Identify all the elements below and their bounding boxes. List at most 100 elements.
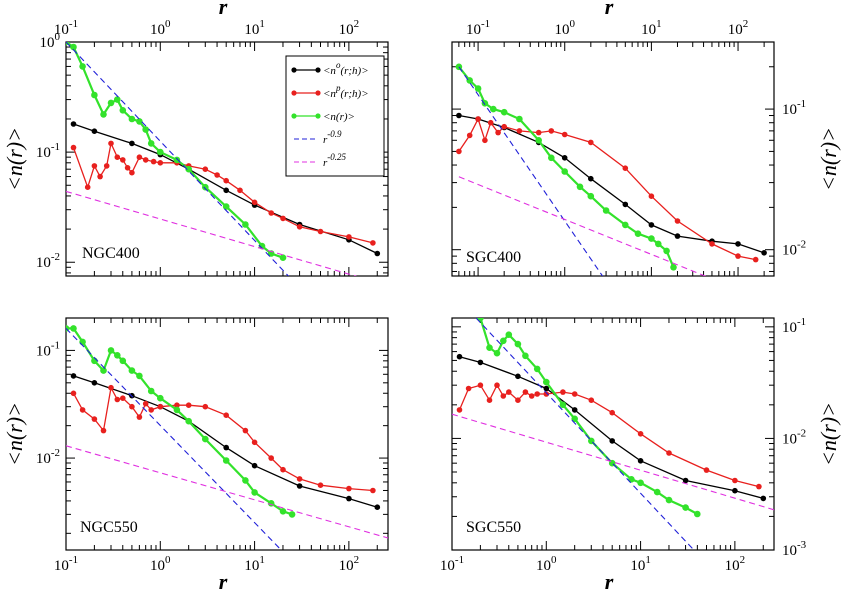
- y-axis-title: <n(r)>: [816, 127, 841, 191]
- series-n-p-point: [202, 403, 209, 410]
- x-tick-label: 101: [630, 554, 651, 574]
- series-n-p-point: [129, 403, 135, 410]
- series-n-p-point: [268, 210, 275, 216]
- series-n-p-point: [142, 157, 149, 163]
- series-n-o-point: [761, 250, 767, 256]
- series-n-r-point: [516, 115, 523, 123]
- legend: <no(r;h)> <np(r;h)> <n(r)> r-0.9 r-0.25: [285, 55, 385, 177]
- series-n-p-point: [466, 132, 473, 139]
- series-n-p-point: [214, 172, 220, 178]
- y-tick-label: 10-3: [782, 539, 807, 559]
- y-tick-label: 10-2: [782, 239, 806, 259]
- series-n-r-point: [486, 344, 493, 352]
- series-n-r-point: [682, 504, 689, 511]
- series-n-p-point: [609, 409, 615, 416]
- series-n-p-point: [501, 123, 508, 130]
- series-n-r-point: [157, 148, 164, 156]
- x-tick-label: 10-1: [440, 554, 464, 574]
- series-n-o-point: [251, 462, 258, 469]
- series-n-r-point: [514, 340, 522, 348]
- series-n-p-point: [709, 241, 715, 247]
- series-n-p-point: [346, 485, 352, 492]
- series-n-o-point: [477, 359, 484, 366]
- series-n-p-point: [534, 391, 540, 397]
- series-n-p-point: [280, 466, 286, 473]
- series-n-r-point: [128, 115, 136, 123]
- series-n-p-point: [136, 154, 143, 160]
- series-n-r-point: [587, 192, 595, 200]
- legend-marker: [291, 67, 297, 73]
- series-n-p-point: [148, 407, 154, 413]
- series-n-r-point: [147, 140, 155, 147]
- series-n-p-point: [648, 193, 655, 199]
- series-r-0.25-line: [66, 190, 358, 276]
- series-n-p-point: [157, 403, 164, 410]
- series-group: [452, 318, 774, 550]
- series-n-r-point: [576, 183, 584, 191]
- series-n-r-point: [202, 435, 209, 443]
- series-n-p-point: [456, 148, 462, 155]
- x-tick-label: 102: [728, 18, 749, 38]
- series-n-r-point: [653, 488, 661, 496]
- series-n-o-point: [456, 353, 463, 360]
- plot-frame: [65, 317, 389, 551]
- y-tick-label: 100: [40, 31, 61, 51]
- x-axis-title: r: [219, 0, 228, 19]
- x-axis-title: r: [605, 0, 614, 19]
- series-n-p-point: [223, 412, 229, 419]
- series-n-p-point: [114, 154, 121, 160]
- series-n-o-point: [732, 487, 738, 494]
- x-tick-label: 102: [339, 18, 360, 38]
- series-n-p-line: [458, 383, 760, 488]
- series-n-r-point: [119, 107, 127, 114]
- series-n-r-point: [242, 477, 249, 484]
- y-tick-label: 10-2: [36, 251, 60, 271]
- series-n-r-point: [202, 183, 209, 191]
- series-n-p-point: [535, 129, 542, 136]
- series-n-o-point: [571, 407, 578, 413]
- panel-label: SGC400: [466, 249, 521, 266]
- series-n-p-point: [370, 240, 376, 246]
- series-n-p-point: [494, 382, 500, 389]
- plot-frame: [451, 317, 775, 551]
- series-n-r-point: [655, 240, 662, 248]
- y-axis-title: <n(r)>: [2, 402, 27, 466]
- series-n-p-point: [528, 393, 535, 399]
- series-n-p-point: [157, 160, 164, 166]
- series-n-p-point: [543, 391, 550, 397]
- panel-sgc550: 10-1 100 101 102 10-3 10-2 10-1 r <n(r)> SGC550: [440, 316, 841, 594]
- series-n-p-point: [561, 131, 568, 138]
- series-n-r-point: [493, 349, 501, 357]
- series-n-r-point: [522, 352, 529, 360]
- y-tick-label: 10-1: [36, 141, 60, 161]
- series-n-o-point: [588, 175, 594, 182]
- series-n-p-point: [223, 177, 229, 184]
- series-n-r-point: [79, 338, 86, 346]
- x-axis-title: r: [605, 569, 614, 594]
- series-n-r-point: [79, 63, 86, 70]
- series-n-p-point: [487, 119, 494, 126]
- series-n-p-point: [70, 144, 77, 151]
- series-n-o-point: [374, 250, 381, 257]
- x-tick-label: 101: [641, 18, 662, 38]
- legend-label: <n(r)>: [323, 111, 355, 123]
- series-n-p-point: [136, 414, 143, 420]
- series-n-p-point: [666, 450, 672, 456]
- series-n-p-point: [456, 407, 463, 413]
- series-n-p-point: [465, 385, 472, 392]
- series-n-o-point: [760, 495, 767, 502]
- series-n-p-point: [477, 382, 484, 389]
- series-r-0.25-line: [458, 176, 707, 276]
- series-r-0.25-line: [66, 445, 388, 539]
- series-n-r-point: [561, 168, 568, 175]
- legend-label: r-0.25: [323, 152, 347, 169]
- series-n-p-point: [84, 184, 91, 190]
- series-n-r-point: [663, 247, 670, 255]
- series-n-o-point: [648, 222, 655, 228]
- series-n-o-point: [223, 187, 229, 194]
- series-r-0.9-line: [458, 66, 604, 276]
- series-n-r-point: [107, 347, 115, 354]
- series-n-p-point: [296, 476, 303, 482]
- y-axis-title: <n(r)>: [816, 402, 841, 466]
- series-n-p-point: [108, 384, 114, 391]
